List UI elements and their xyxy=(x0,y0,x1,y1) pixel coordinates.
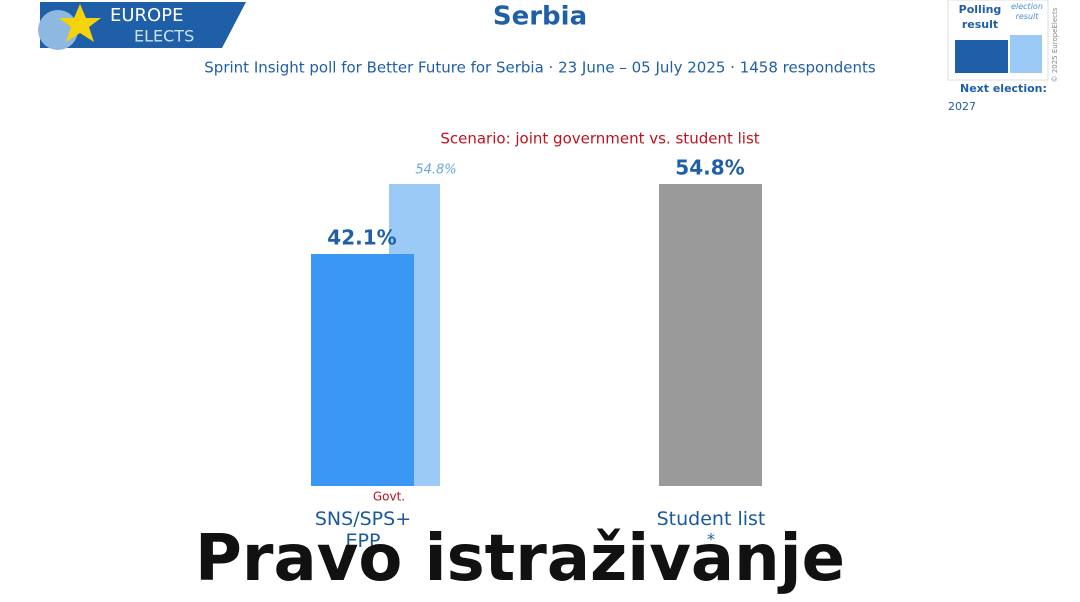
copyright: © 2025 EuropeElects xyxy=(1051,7,1059,82)
legend-label: Polling result xyxy=(958,3,1002,31)
legend-swatch xyxy=(955,40,1008,73)
logo-text: ELECTS xyxy=(134,27,194,46)
scenario-label: Scenario: joint government vs. student l… xyxy=(440,130,759,148)
caption: Pravo istraživanje xyxy=(195,522,845,596)
legend-label: election result xyxy=(1011,2,1043,21)
bar xyxy=(659,184,762,486)
bar xyxy=(311,253,414,486)
x-tick-label: Student list xyxy=(656,508,766,530)
category-note: Govt. xyxy=(373,490,405,504)
value-label: 54.8% xyxy=(675,156,744,180)
value-label: 42.1% xyxy=(327,225,396,249)
category-note: * xyxy=(707,530,715,549)
value-label: 54.8% xyxy=(415,163,456,178)
next-election-year: 2027 xyxy=(948,100,976,113)
chart-title: Serbia xyxy=(493,2,587,32)
next-election-label: Next election: xyxy=(960,82,1047,95)
chart-subtitle: Sprint Insight poll for Better Future fo… xyxy=(204,59,876,77)
logo-text: EUROPE xyxy=(110,5,183,26)
legend-label: Polling result xyxy=(958,3,1002,31)
logo-star xyxy=(59,4,101,42)
legend-swatch xyxy=(1010,35,1042,73)
x-tick-label: SNS/SPS+ EPP xyxy=(314,508,412,552)
legend-label: election result xyxy=(1011,2,1043,21)
